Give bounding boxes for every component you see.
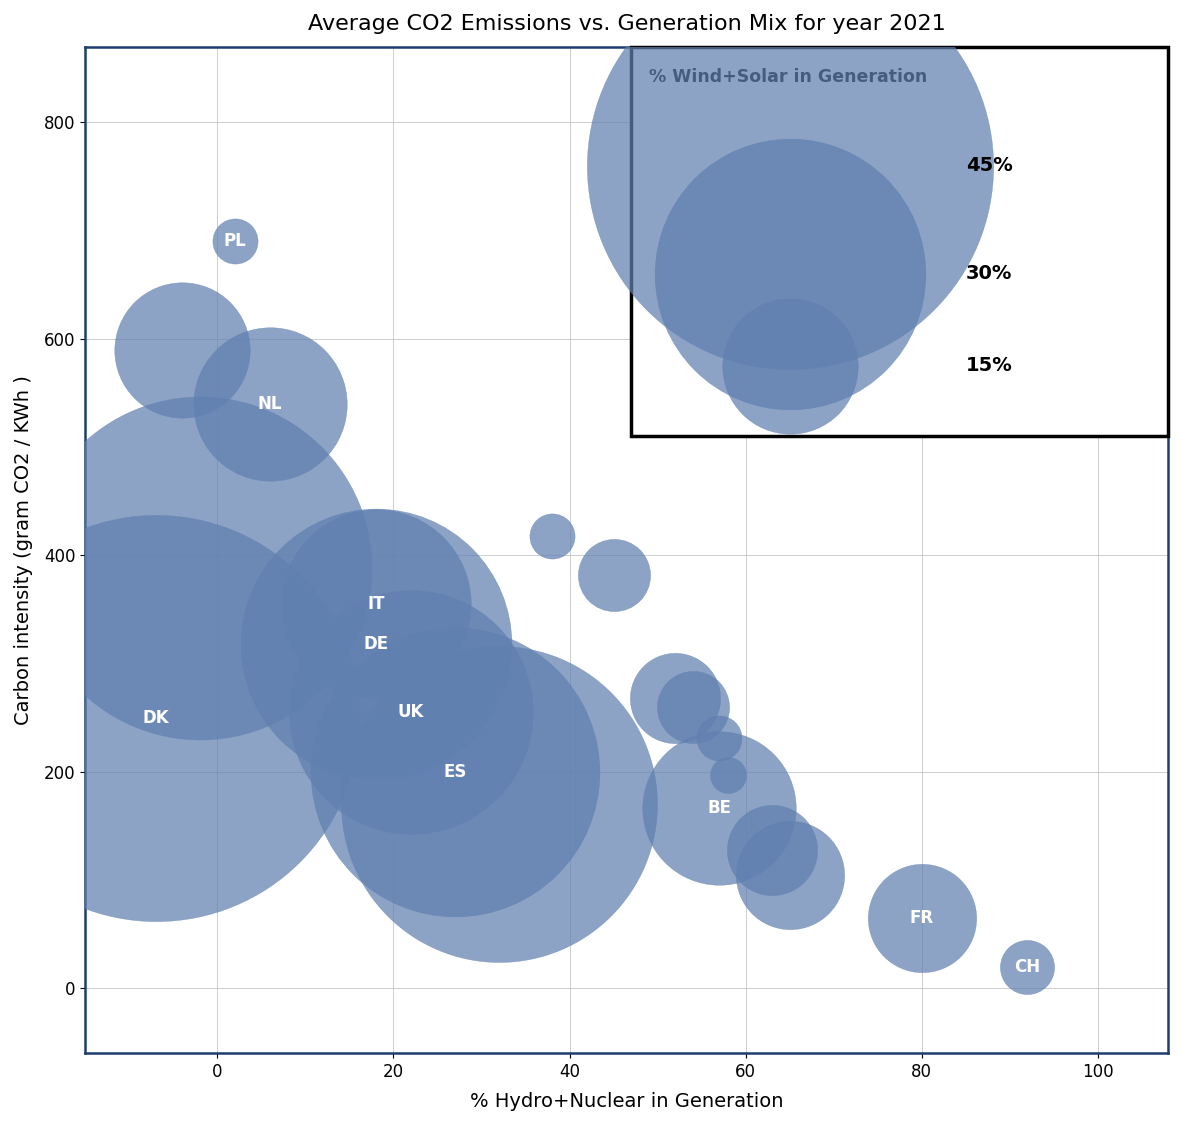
Point bbox=[604, 566, 623, 584]
Text: % Wind+Solar in Generation: % Wind+Solar in Generation bbox=[649, 69, 927, 87]
Point bbox=[780, 357, 799, 375]
Text: FR: FR bbox=[910, 909, 934, 927]
Point bbox=[913, 909, 931, 927]
Text: DE: DE bbox=[363, 636, 389, 654]
Text: IT: IT bbox=[368, 595, 384, 613]
Point bbox=[665, 690, 684, 708]
Point bbox=[683, 698, 702, 716]
Text: NL: NL bbox=[258, 395, 282, 413]
Point bbox=[147, 709, 165, 727]
X-axis label: % Hydro+Nuclear in Generation: % Hydro+Nuclear in Generation bbox=[470, 1092, 784, 1112]
Text: PL: PL bbox=[223, 233, 246, 251]
Y-axis label: Carbon intensity (gram CO2 / KWh ): Carbon intensity (gram CO2 / KWh ) bbox=[14, 375, 33, 724]
Text: DK: DK bbox=[143, 709, 169, 727]
Point bbox=[762, 840, 781, 858]
Text: 30%: 30% bbox=[966, 264, 1012, 284]
Point bbox=[226, 233, 245, 251]
Point bbox=[190, 559, 209, 577]
Text: 15%: 15% bbox=[966, 357, 1013, 376]
Point bbox=[366, 595, 385, 613]
Point bbox=[780, 156, 799, 174]
Point bbox=[709, 729, 728, 747]
Point bbox=[780, 264, 799, 282]
Point bbox=[402, 703, 421, 721]
Text: UK: UK bbox=[398, 703, 424, 721]
Point bbox=[366, 636, 385, 654]
Text: BE: BE bbox=[707, 799, 732, 817]
Point bbox=[709, 799, 728, 817]
Point bbox=[1018, 957, 1037, 975]
Point bbox=[489, 795, 508, 813]
Point bbox=[543, 526, 561, 544]
Point bbox=[446, 763, 465, 781]
Title: Average CO2 Emissions vs. Generation Mix for year 2021: Average CO2 Emissions vs. Generation Mix… bbox=[307, 14, 946, 34]
Point bbox=[173, 341, 191, 359]
Point bbox=[780, 865, 799, 883]
Bar bbox=[631, 46, 1168, 437]
Point bbox=[719, 766, 738, 784]
Text: CH: CH bbox=[1014, 957, 1040, 975]
Point bbox=[261, 395, 280, 413]
Text: ES: ES bbox=[443, 763, 467, 781]
Text: 45%: 45% bbox=[966, 156, 1013, 176]
